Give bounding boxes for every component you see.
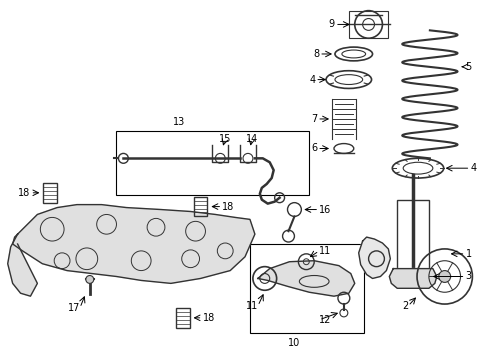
Text: 15: 15 (219, 134, 231, 144)
Circle shape (439, 271, 451, 282)
Text: 2: 2 (402, 301, 408, 311)
Text: 5: 5 (466, 62, 472, 72)
Text: 4: 4 (309, 75, 315, 85)
Bar (176, 308, 190, 328)
Text: 9: 9 (329, 19, 335, 30)
Text: 18: 18 (202, 313, 215, 323)
Text: 8: 8 (313, 49, 319, 59)
Text: 11: 11 (319, 246, 331, 256)
Bar (117, 131, 309, 195)
Circle shape (86, 275, 94, 283)
Text: 1: 1 (466, 249, 471, 259)
Text: 17: 17 (68, 303, 80, 313)
Text: 11: 11 (245, 301, 258, 311)
Bar (349, 11, 389, 38)
Bar (397, 200, 429, 269)
Bar (43, 183, 57, 203)
Polygon shape (390, 269, 437, 288)
Text: 13: 13 (172, 117, 185, 127)
Text: 6: 6 (311, 144, 317, 153)
Text: 18: 18 (222, 202, 235, 212)
Polygon shape (359, 237, 391, 278)
Text: 10: 10 (288, 338, 300, 347)
Text: 7: 7 (311, 114, 317, 124)
Text: 4: 4 (470, 163, 477, 173)
Text: 3: 3 (466, 271, 471, 282)
Polygon shape (258, 261, 355, 296)
Polygon shape (13, 204, 255, 283)
Text: 16: 16 (319, 204, 331, 215)
Bar (250, 244, 364, 333)
Text: 12: 12 (319, 315, 332, 325)
Polygon shape (8, 234, 37, 296)
Bar (194, 197, 207, 216)
Text: 14: 14 (246, 134, 258, 144)
Text: 18: 18 (18, 188, 30, 198)
